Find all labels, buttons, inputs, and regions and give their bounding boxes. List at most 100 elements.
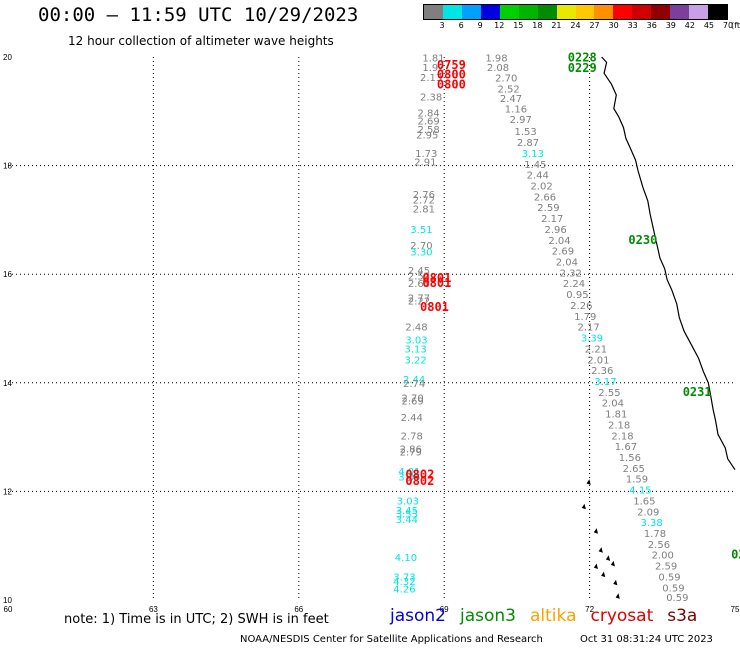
wave-height-label: 0.95 bbox=[566, 290, 588, 301]
wave-height-label: 2.97 bbox=[510, 115, 532, 126]
wave-height-label: 1.56 bbox=[619, 453, 641, 464]
wave-height-label: 3.53 bbox=[396, 510, 418, 521]
pass-time-label: 0802 bbox=[405, 467, 434, 481]
island bbox=[601, 571, 606, 578]
wave-height-label: 2.69 bbox=[552, 247, 574, 258]
color-swatch-9 bbox=[594, 5, 614, 19]
wave-height-label: 4.10 bbox=[395, 553, 417, 564]
wave-height-label: 2.45 bbox=[408, 266, 430, 277]
wave-height-label: 2.22 bbox=[408, 297, 430, 308]
wave-height-label: 2.38 bbox=[420, 92, 442, 103]
legend-jason3: jason3 bbox=[460, 606, 516, 626]
color-swatch-8 bbox=[575, 5, 595, 19]
color-scale-label: 45 bbox=[703, 21, 715, 30]
wave-height-label: 4.01 bbox=[398, 467, 420, 478]
color-scale-unit: (ft) bbox=[731, 21, 740, 30]
wave-height-label: 3.45 bbox=[396, 506, 418, 517]
wave-height-label: 2.70 bbox=[495, 73, 517, 84]
wave-height-label: 3.05 bbox=[398, 473, 420, 484]
color-swatch-12 bbox=[651, 5, 671, 19]
wave-height-label: 3.03 bbox=[405, 336, 427, 347]
color-scale-label: 3 bbox=[439, 21, 445, 30]
island bbox=[581, 503, 586, 510]
color-swatch-1 bbox=[442, 5, 462, 19]
wave-height-label: 1.78 bbox=[644, 529, 666, 540]
wave-height-label: 2.56 bbox=[648, 540, 670, 551]
color-scale-label: 9 bbox=[477, 21, 483, 30]
wave-height-label: 1.53 bbox=[515, 127, 537, 138]
wave-height-label: 3.22 bbox=[405, 355, 427, 366]
wave-height-label: 2.55 bbox=[598, 388, 620, 399]
wave-height-label: 2.58 bbox=[418, 125, 440, 136]
wave-height-label: 2.70 bbox=[410, 241, 432, 252]
wave-height-label: 2.69 bbox=[402, 397, 424, 408]
wave-height-label: 1.81 bbox=[422, 53, 444, 64]
wave-height-label: 2.77 bbox=[408, 293, 430, 304]
wave-height-label: 2.21 bbox=[585, 344, 607, 355]
island bbox=[605, 555, 611, 561]
lat-tick-label: 10 bbox=[3, 596, 12, 605]
color-scale-label: 12 bbox=[494, 21, 505, 30]
lat-tick-label: 18 bbox=[3, 162, 12, 171]
wave-height-label: 2.69 bbox=[418, 116, 440, 127]
wave-height-label: 3.30 bbox=[410, 248, 432, 259]
map-subtitle: 12 hour collection of altimeter wave hei… bbox=[68, 34, 334, 48]
color-swatch-7 bbox=[556, 5, 576, 19]
color-swatch-3 bbox=[480, 5, 500, 19]
wave-height-label: 1.59 bbox=[626, 475, 648, 486]
wave-height-label: 2.66 bbox=[534, 192, 556, 203]
lon-tick-label: 60 bbox=[4, 605, 13, 614]
lat-tick-label: 20 bbox=[3, 53, 12, 62]
wave-height-label: 2.63 bbox=[408, 279, 430, 290]
wave-height-label: 2.86 bbox=[400, 444, 422, 455]
wave-height-label: 1.79 bbox=[574, 312, 596, 323]
island bbox=[613, 579, 618, 586]
legend-s3a: s3a bbox=[667, 606, 698, 626]
lon-tick-label: 69 bbox=[440, 605, 449, 614]
lat-tick-label: 14 bbox=[3, 379, 12, 388]
color-scale-label: 30 bbox=[608, 21, 619, 30]
wave-height-label: 2.79 bbox=[400, 448, 422, 459]
wave-height-label: 3.38 bbox=[641, 518, 663, 529]
lon-tick-label: 75 bbox=[731, 605, 740, 614]
island bbox=[610, 560, 615, 567]
color-swatch-2 bbox=[461, 5, 481, 19]
wave-height-label: 2.04 bbox=[602, 399, 624, 410]
pass-time-label: 0800 bbox=[437, 78, 466, 92]
wave-height-label: 0.59 bbox=[666, 593, 688, 604]
wave-height-label: 2.52 bbox=[408, 272, 430, 283]
wave-height-label: 0.59 bbox=[662, 583, 684, 594]
wave-height-label: 2.09 bbox=[637, 507, 659, 518]
legend-cryosat: cryosat bbox=[590, 606, 654, 626]
satellite-legend: jason2 jason3 altika cryosat s3a bbox=[390, 606, 711, 626]
lon-tick-label: 72 bbox=[585, 605, 594, 614]
wave-height-label: 3.73 bbox=[393, 573, 415, 584]
island bbox=[586, 479, 591, 485]
wave-height-label: 1.81 bbox=[605, 410, 627, 421]
color-scale-label: 24 bbox=[570, 21, 581, 30]
wave-height-label: 2.32 bbox=[560, 268, 582, 279]
wave-height-label: 2.72 bbox=[413, 196, 435, 207]
island bbox=[593, 563, 599, 570]
color-swatch-15 bbox=[708, 5, 727, 19]
wave-height-label: 4.15 bbox=[629, 486, 651, 497]
wave-height-label: 2.18 bbox=[611, 431, 633, 442]
footnote: note: 1) Time is in UTC; 2) SWH is in fe… bbox=[64, 612, 329, 627]
color-swatch-10 bbox=[613, 5, 633, 19]
color-scale-label: 21 bbox=[551, 21, 562, 30]
color-swatch-5 bbox=[518, 5, 538, 19]
wave-height-label: 2.02 bbox=[531, 182, 553, 193]
wave-height-label: 2.04 bbox=[548, 236, 570, 247]
color-scale-label: 39 bbox=[665, 21, 676, 30]
lon-tick-label: 63 bbox=[149, 605, 158, 614]
wave-height-label: 2.13 bbox=[420, 73, 442, 84]
wave-height-label: 2.44 bbox=[527, 171, 549, 182]
color-scale-label: 70 bbox=[722, 21, 734, 30]
wave-height-label: 3.44 bbox=[396, 515, 418, 526]
wave-height-label: 2.76 bbox=[413, 190, 435, 201]
wave-height-label: 2.70 bbox=[402, 393, 424, 404]
lat-tick-label: 12 bbox=[3, 487, 12, 496]
